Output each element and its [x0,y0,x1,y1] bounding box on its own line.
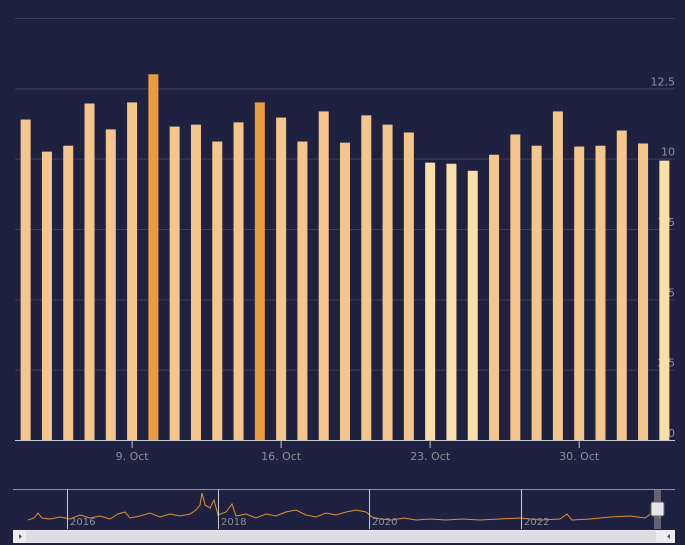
bar [20,119,31,440]
x-tick-label: 30. Oct [559,450,600,463]
y-tick-label: 12.5 [651,75,676,88]
navigator-label: 2016 [70,517,95,528]
scrollbar-thumb[interactable] [26,531,656,542]
scroll-right-arrow[interactable] [667,534,670,539]
bar [638,143,649,440]
bar [446,163,457,441]
navigator [13,489,675,543]
y-tick-label: 5 [668,286,675,299]
bar [84,103,95,440]
bar [616,130,627,441]
bar [127,102,138,441]
navigator-line [27,492,661,521]
bar [531,145,542,440]
x-tick-label: 16. Oct [261,450,302,463]
bar [169,126,180,440]
bar [595,145,606,440]
navigator-label: 2018 [221,517,246,528]
navigator-label: 2020 [372,517,397,528]
bar [425,162,436,440]
x-tick-label: 9. Oct [116,450,150,463]
bar [212,141,223,440]
bar [467,170,478,440]
bar [105,129,116,440]
navigator-handle[interactable] [650,501,665,517]
y-tick-label: 10 [661,146,675,159]
bar [41,151,52,440]
bar [552,111,563,441]
bar [254,102,265,441]
bar [233,122,244,440]
bar [489,154,500,440]
bar [297,141,308,440]
bar [659,160,670,441]
bar [318,111,329,441]
bar [361,115,372,440]
bar [63,145,74,440]
bar [190,124,201,440]
bar [276,117,287,440]
bar [382,124,393,440]
bar [574,146,585,440]
x-tick-label: 23. Oct [410,450,451,463]
bar [510,134,521,441]
bar [148,74,159,441]
y-tick-label: 0 [668,427,675,440]
bar [403,132,414,440]
bar [339,142,351,440]
navigator-label: 2022 [524,517,549,528]
scroll-left-arrow[interactable] [19,534,22,539]
